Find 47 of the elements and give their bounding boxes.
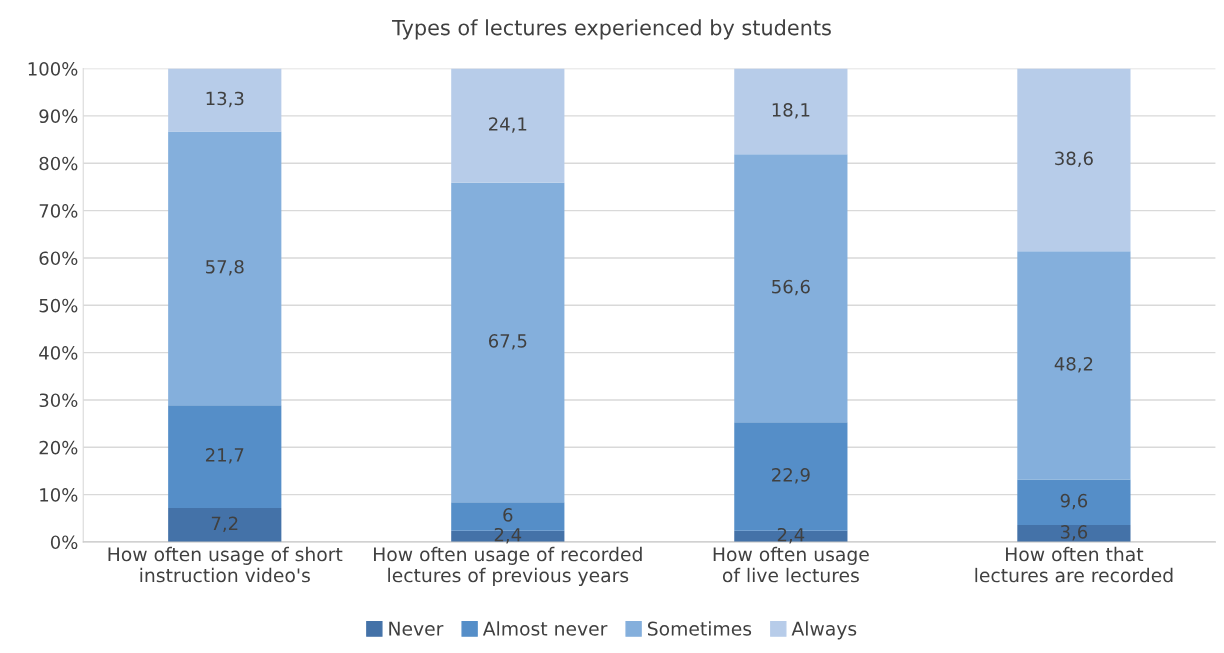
x-tick-label: How often that lectures are recorded [975, 546, 1173, 583]
data-label: 24,1 [489, 117, 527, 133]
data-label: 18,1 [772, 102, 810, 119]
bar [168, 131, 282, 406]
bar [734, 68, 848, 155]
legend-label: Sometimes [647, 621, 752, 636]
data-label: 13,3 [206, 91, 244, 108]
data-label: 67,5 [488, 334, 527, 350]
data-label: 21,7 [205, 448, 244, 464]
legend-label: Always [791, 621, 857, 640]
data-label: 22,9 [772, 468, 810, 484]
bar [168, 68, 282, 132]
bar [168, 507, 282, 542]
data-label: 6 [503, 508, 513, 522]
legend-label: Never [389, 621, 444, 636]
data-label: 56,6 [772, 279, 810, 296]
bar [1017, 251, 1131, 480]
y-tick-label: 70% [39, 204, 78, 218]
data-label: 3,6 [1060, 525, 1088, 541]
legend-label: Almost never [482, 621, 608, 636]
y-tick-label: 50% [39, 298, 78, 313]
y-tick-label: 60% [39, 251, 78, 266]
bar [451, 182, 565, 503]
data-label: 9,6 [1060, 493, 1088, 510]
data-label: 2,4 [777, 527, 805, 544]
data-label: 7,2 [211, 516, 238, 533]
bar [451, 68, 565, 183]
bar [1017, 68, 1131, 252]
y-tick-label: 0% [50, 535, 78, 550]
bar [168, 405, 282, 508]
y-tick-label: 40% [39, 346, 78, 360]
x-tick-label: How often usage of short instruction video's [108, 546, 343, 583]
y-tick-label: 100% [28, 62, 78, 76]
y-tick-label: 30% [39, 393, 78, 408]
y-tick-label: 80% [39, 156, 78, 171]
bar [734, 154, 848, 423]
y-tick-label: 90% [39, 109, 78, 124]
data-label: 2,4 [494, 527, 522, 544]
data-label: 57,8 [206, 259, 244, 276]
data-label: 48,2 [1054, 356, 1093, 373]
x-tick-label: How often usage of live lectures [713, 546, 869, 583]
data-label: 38,6 [1055, 151, 1093, 168]
bar [1017, 479, 1131, 525]
y-tick-label: 10% [40, 488, 78, 502]
chart-title: Types of lectures experienced by students [392, 19, 831, 40]
y-tick-label: 20% [39, 440, 78, 455]
x-tick-label: How often usage of recorded lectures of previous years [374, 546, 642, 586]
